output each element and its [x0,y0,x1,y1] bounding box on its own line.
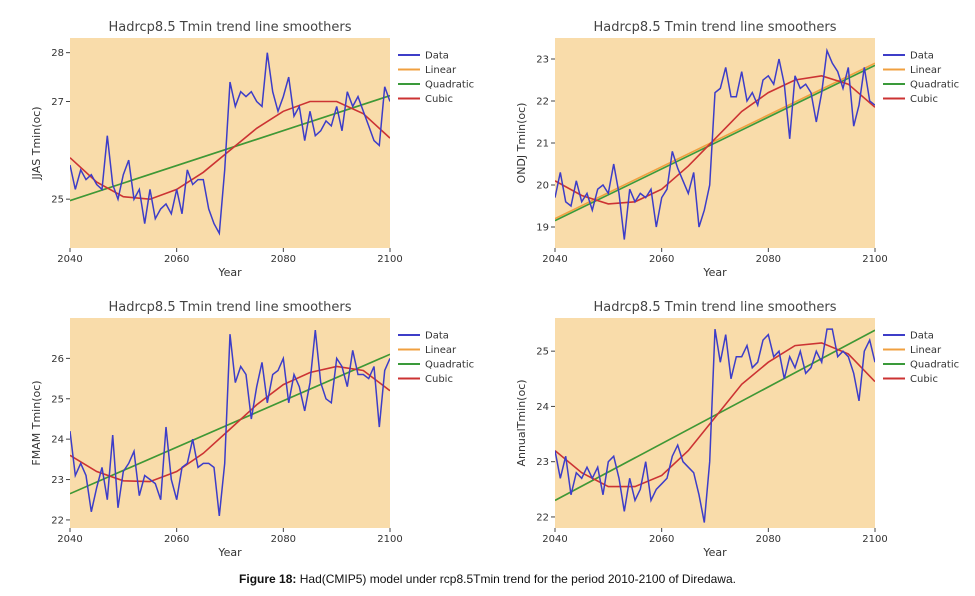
x-tick-label: 2060 [649,534,674,545]
series-line-data [70,330,390,516]
x-tick-label: 2080 [271,254,296,265]
chart-panel-jjas: Hadrcp8.5 Tmin trend line smoothers 2040 2… [10,10,480,280]
series-line-cubic [70,100,390,201]
x-tick-label: 2100 [377,534,402,545]
legend-label-data: Data [910,331,934,342]
series-line-cubic [70,365,390,483]
y-tick-label: 27 [51,97,64,108]
plot-area [555,318,875,528]
series-line-quadratic [70,94,390,202]
legend-label-quadratic: Quadratic [425,360,474,371]
x-axis-label: Year [217,546,242,559]
y-tick-label: 23 [536,457,549,468]
legend-label-cubic: Cubic [425,374,453,385]
series-line-data [70,52,390,236]
figure-caption: Figure 18: Had(CMIP5) model under rcp8.5… [0,572,975,586]
legend-label-cubic: Cubic [910,374,938,385]
x-tick-label: 2040 [542,254,567,265]
chart-title: Hadrcp8.5 Tmin trend line smoothers [108,300,351,315]
legend-label-data: Data [910,51,934,62]
y-tick-label: 21 [536,139,549,150]
x-tick-label: 2060 [164,254,189,265]
legend-label-data: Data [425,51,449,62]
y-axis-label: ONDJ Tmin(oc) [515,103,528,184]
x-tick-label: 2040 [57,254,82,265]
figure-caption-text: Had(CMIP5) model under rcp8.5Tmin trend … [299,572,736,586]
chart-svg: Hadrcp8.5 Tmin trend line smoothers 2040 2… [30,20,474,279]
legend-label-linear: Linear [425,345,457,356]
legend-label-linear: Linear [425,65,457,76]
x-tick-label: 2100 [862,254,887,265]
y-tick-label: 20 [536,181,549,192]
y-tick-label: 22 [536,97,549,108]
x-tick-label: 2040 [57,534,82,545]
chart-title: Hadrcp8.5 Tmin trend line smoothers [593,20,836,35]
y-tick-label: 23 [536,55,549,66]
legend-label-linear: Linear [910,345,942,356]
y-tick-label: 28 [51,48,64,59]
chart-svg: Hadrcp8.5 Tmin trend line smoothers 2040 2… [515,300,959,559]
chart-title: Hadrcp8.5 Tmin trend line smoothers [593,300,836,315]
legend-label-quadratic: Quadratic [910,80,959,91]
x-axis-label: Year [217,266,242,279]
y-tick-label: 25 [51,195,64,206]
x-tick-label: 2100 [377,254,402,265]
x-tick-label: 2080 [756,254,781,265]
legend-label-quadratic: Quadratic [425,80,474,91]
series-line-data [555,328,875,523]
chart-svg: Hadrcp8.5 Tmin trend line smoothers 2040 2… [515,20,959,279]
x-tick-label: 2060 [649,254,674,265]
series-line-data [555,47,875,240]
x-tick-label: 2100 [862,534,887,545]
chart-title: Hadrcp8.5 Tmin trend line smoothers [108,20,351,35]
chart-svg: Hadrcp8.5 Tmin trend line smoothers 2040 2… [30,300,474,559]
x-tick-label: 2080 [756,534,781,545]
y-tick-label: 23 [51,475,64,486]
legend-label-cubic: Cubic [910,94,938,105]
x-tick-label: 2080 [271,534,296,545]
y-tick-label: 22 [51,515,64,526]
y-tick-label: 19 [536,223,549,234]
y-tick-label: 25 [51,394,64,405]
plot-area [70,318,390,528]
series-line-cubic [555,74,875,205]
y-axis-label: JJAS Tmin(oc) [30,106,43,180]
legend-label-linear: Linear [910,65,942,76]
y-axis-label: AnnualTmin(oc) [515,379,528,466]
x-axis-label: Year [702,266,727,279]
figure-caption-label: Figure 18: [239,572,297,586]
chart-panel-ondj: Hadrcp8.5 Tmin trend line smoothers 2040 2… [495,10,965,280]
y-tick-label: 22 [536,512,549,523]
y-tick-label: 25 [536,347,549,358]
y-axis-label: FMAM Tmin(oc) [30,380,43,465]
legend-label-data: Data [425,331,449,342]
x-tick-label: 2060 [164,534,189,545]
series-line-cubic [555,342,875,488]
y-tick-label: 26 [51,354,64,365]
x-tick-label: 2040 [542,534,567,545]
x-axis-label: Year [702,546,727,559]
y-tick-label: 24 [51,435,64,446]
legend-label-cubic: Cubic [425,94,453,105]
chart-panel-annual: Hadrcp8.5 Tmin trend line smoothers 2040 2… [495,290,965,560]
plot-area [70,38,390,248]
chart-panel-fmam: Hadrcp8.5 Tmin trend line smoothers 2040 2… [10,290,480,560]
legend-label-quadratic: Quadratic [910,360,959,371]
y-tick-label: 24 [536,402,549,413]
